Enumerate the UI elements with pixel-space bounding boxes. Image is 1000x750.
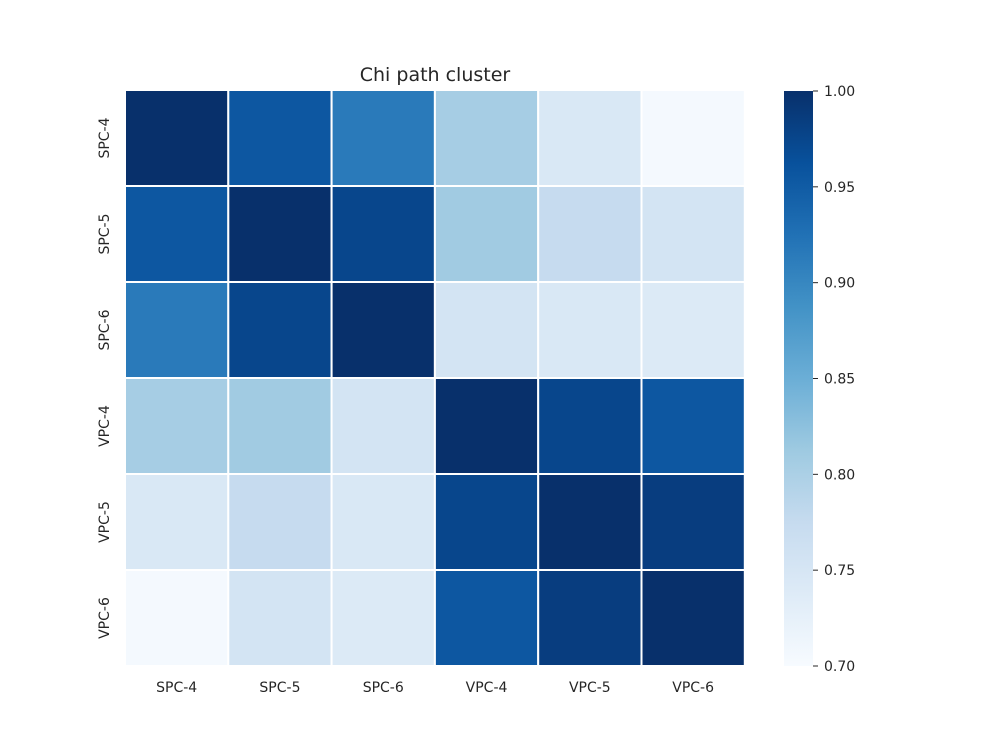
- heatmap-cell-vpc-5-spc-4: [124, 473, 230, 571]
- y-tick-label: VPC-4: [97, 405, 113, 447]
- heatmap-cell-vpc-5-vpc-6: [640, 473, 746, 571]
- heatmap-cell-vpc-6-spc-6: [330, 569, 436, 667]
- x-tick-label: VPC-6: [672, 680, 714, 696]
- heatmap-cell-spc-5-vpc-5: [537, 185, 643, 283]
- heatmap-cell-vpc-6-vpc-5: [537, 569, 643, 667]
- heatmap-cell-vpc-6-vpc-4: [433, 569, 540, 667]
- x-tick-label: SPC-5: [259, 680, 300, 696]
- x-tick-label: SPC-4: [156, 680, 197, 696]
- y-tick-label: SPC-6: [97, 309, 113, 350]
- colorbar-tick-label: 0.90: [824, 276, 855, 292]
- heatmap-cell-spc-5-spc-5: [227, 185, 333, 283]
- heatmap-cell-spc-6-vpc-4: [433, 281, 540, 379]
- heatmap-cell-vpc-5-spc-6: [330, 473, 436, 571]
- heatmap-cell-vpc-6-spc-5: [227, 569, 333, 667]
- colorbar: [784, 91, 813, 666]
- chart-title: Chi path cluster: [360, 64, 511, 86]
- heatmap-cell-spc-6-spc-4: [124, 281, 230, 379]
- heatmap-cell-spc-5-spc-4: [124, 185, 230, 283]
- colorbar-tick-labels: 0.70 0.75 0.80 0.85 0.90 0.95 1.00: [813, 84, 855, 675]
- y-tick-label: SPC-5: [97, 213, 113, 254]
- heatmap-cell-vpc-4-vpc-4: [433, 377, 540, 475]
- heatmap-cell-spc-5-spc-6: [330, 185, 436, 283]
- x-tick-label: VPC-4: [466, 680, 508, 696]
- heatmap-cell-vpc-4-spc-6: [330, 377, 436, 475]
- colorbar-tick-label: 0.95: [824, 180, 855, 196]
- heatmap-cell-spc-5-vpc-6: [640, 185, 746, 283]
- heatmap-cell-spc-4-spc-5: [227, 89, 333, 187]
- heatmap-cell-spc-4-vpc-5: [537, 89, 643, 187]
- heatmap-cell-spc-6-spc-5: [227, 281, 333, 379]
- heatmap-cell-vpc-5-vpc-5: [537, 473, 643, 571]
- x-tick-label: SPC-6: [363, 680, 404, 696]
- heatmap-cell-vpc-6-spc-4: [124, 569, 230, 667]
- heatmap-cell-spc-6-spc-6: [330, 281, 436, 379]
- heatmap-cell-spc-4-vpc-6: [640, 89, 746, 187]
- x-tick-label: VPC-5: [569, 680, 611, 696]
- heatmap-cell-spc-6-vpc-5: [537, 281, 643, 379]
- heatmap-cell-vpc-4-spc-5: [227, 377, 333, 475]
- heatmap-cell-spc-4-vpc-4: [433, 89, 540, 187]
- y-axis-tick-labels: SPC-4 SPC-5 SPC-6 VPC-4 VPC-5 VPC-6: [97, 117, 113, 639]
- y-tick-label: VPC-5: [97, 501, 113, 543]
- colorbar-tick-label: 1.00: [824, 84, 855, 100]
- heatmap-cell-vpc-6-vpc-6: [640, 569, 746, 667]
- heatmap-cell-spc-4-spc-6: [330, 89, 436, 187]
- y-tick-label: SPC-4: [97, 117, 113, 158]
- heatmap-cell-vpc-5-vpc-4: [433, 473, 540, 571]
- heatmap-cell-vpc-4-vpc-5: [537, 377, 643, 475]
- colorbar-tick-label: 0.75: [824, 563, 855, 579]
- heatmap-cell-spc-4-spc-4: [124, 89, 230, 187]
- x-axis-tick-labels: SPC-4 SPC-5 SPC-6 VPC-4 VPC-5 VPC-6: [156, 680, 714, 696]
- heatmap-cells: [124, 89, 746, 667]
- colorbar-tick-label: 0.80: [824, 467, 855, 483]
- heatmap-cell-vpc-5-spc-5: [227, 473, 333, 571]
- heatmap-cell-spc-5-vpc-4: [433, 185, 540, 283]
- colorbar-tick-label: 0.85: [824, 372, 855, 388]
- y-tick-label: VPC-6: [97, 597, 113, 639]
- colorbar-tick-label: 0.70: [824, 659, 855, 675]
- heatmap-cell-vpc-4-vpc-6: [640, 377, 746, 475]
- heatmap-cell-spc-6-vpc-6: [640, 281, 746, 379]
- heatmap-cell-vpc-4-spc-4: [124, 377, 230, 475]
